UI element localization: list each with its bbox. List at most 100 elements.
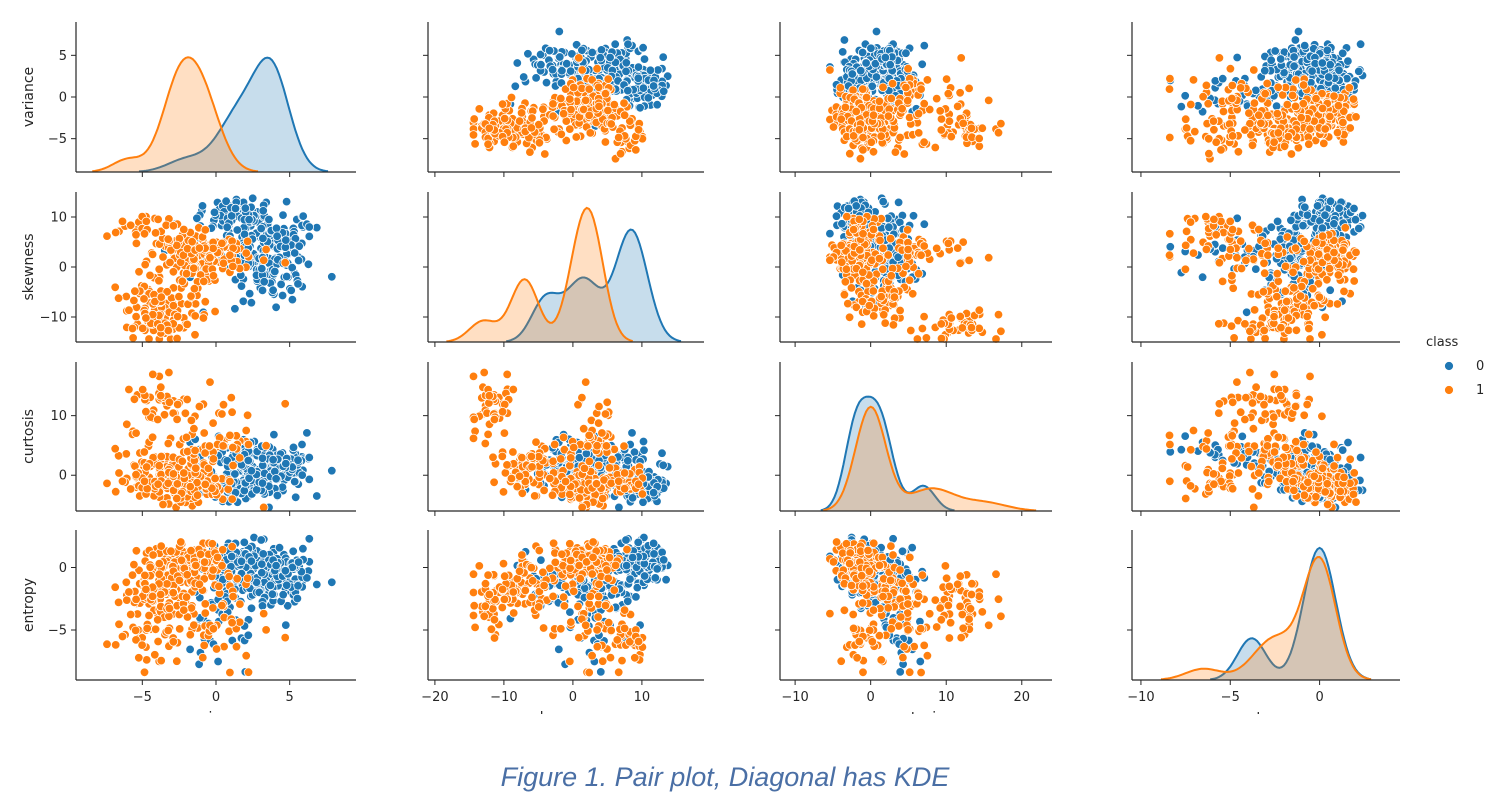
point-class-0 xyxy=(258,206,268,216)
point-class-0 xyxy=(304,452,315,463)
point-class-1 xyxy=(498,487,509,497)
point-class-1 xyxy=(1332,127,1343,138)
point-class-0 xyxy=(281,235,291,245)
point-class-1 xyxy=(191,463,201,474)
point-class-0 xyxy=(1330,83,1341,93)
point-class-0 xyxy=(192,213,202,224)
point-class-1 xyxy=(147,249,158,260)
point-class-0 xyxy=(884,222,894,232)
point-class-1 xyxy=(885,233,896,244)
point-class-1 xyxy=(261,244,271,255)
point-class-1 xyxy=(1249,98,1260,108)
point-class-1 xyxy=(932,243,942,254)
point-class-1 xyxy=(594,401,604,412)
point-class-1 xyxy=(168,221,179,231)
y-tick-label: 0 xyxy=(59,91,67,106)
point-class-1 xyxy=(1299,236,1309,247)
point-class-1 xyxy=(996,326,1006,337)
point-class-1 xyxy=(577,65,587,75)
point-class-0 xyxy=(623,85,633,96)
point-class-1 xyxy=(1203,134,1214,144)
point-class-1 xyxy=(152,414,163,425)
point-class-0 xyxy=(536,59,546,70)
point-class-0 xyxy=(519,72,529,82)
point-class-0 xyxy=(243,455,254,466)
point-class-0 xyxy=(221,196,231,206)
point-class-1 xyxy=(569,82,579,93)
point-class-0 xyxy=(638,497,648,507)
point-class-1 xyxy=(1263,110,1273,121)
point-class-1 xyxy=(1262,78,1272,89)
point-class-1 xyxy=(1201,80,1212,91)
point-class-1 xyxy=(913,269,924,279)
point-class-1 xyxy=(565,461,575,471)
point-class-1 xyxy=(600,409,611,419)
point-class-1 xyxy=(129,295,139,306)
point-class-0 xyxy=(239,485,250,496)
point-class-1 xyxy=(179,468,189,478)
point-class-1 xyxy=(561,135,572,146)
point-class-0 xyxy=(327,272,337,282)
point-class-1 xyxy=(1201,211,1211,222)
point-class-1 xyxy=(110,282,120,293)
point-class-0 xyxy=(288,442,299,453)
point-class-1 xyxy=(474,104,485,114)
point-class-1 xyxy=(936,125,947,135)
point-class-0 xyxy=(257,453,268,464)
point-class-0 xyxy=(268,285,278,295)
point-class-0 xyxy=(635,103,645,113)
point-class-1 xyxy=(866,137,877,147)
point-class-0 xyxy=(297,470,307,480)
point-class-1 xyxy=(836,114,846,124)
point-class-1 xyxy=(194,243,205,253)
point-class-1 xyxy=(956,53,966,63)
point-class-1 xyxy=(879,310,889,320)
point-class-1 xyxy=(878,82,888,93)
point-class-1 xyxy=(919,98,929,109)
point-class-1 xyxy=(508,447,518,457)
kde-line-class-0 xyxy=(138,56,329,173)
point-class-1 xyxy=(259,255,269,265)
point-class-1 xyxy=(154,264,164,275)
point-class-1 xyxy=(1351,112,1361,122)
point-class-0 xyxy=(627,428,637,438)
point-class-1 xyxy=(1229,333,1239,343)
point-class-1 xyxy=(208,454,219,464)
point-class-1 xyxy=(876,291,886,302)
point-class-1 xyxy=(993,127,1004,138)
point-class-1 xyxy=(1209,125,1219,135)
point-class-0 xyxy=(1290,35,1301,45)
point-class-0 xyxy=(246,466,257,476)
point-class-1 xyxy=(556,454,566,464)
point-class-1 xyxy=(835,83,846,93)
point-class-0 xyxy=(230,203,241,214)
point-class-1 xyxy=(1320,312,1330,323)
point-class-1 xyxy=(1214,53,1225,63)
point-class-0 xyxy=(648,81,659,91)
point-class-1 xyxy=(883,111,894,121)
point-class-0 xyxy=(596,45,607,55)
point-class-1 xyxy=(1245,326,1255,337)
point-class-1 xyxy=(548,111,558,121)
point-class-0 xyxy=(304,222,315,232)
point-class-1 xyxy=(127,323,138,334)
point-class-1 xyxy=(943,238,954,249)
point-class-1 xyxy=(889,292,900,302)
point-class-0 xyxy=(298,211,308,221)
point-class-0 xyxy=(1322,45,1333,56)
point-class-1 xyxy=(878,264,888,275)
point-class-1 xyxy=(163,438,174,449)
point-class-0 xyxy=(1232,52,1242,63)
point-class-1 xyxy=(1317,330,1327,340)
point-class-1 xyxy=(919,137,929,147)
point-class-1 xyxy=(845,148,855,159)
point-class-1 xyxy=(1298,80,1309,90)
point-class-1 xyxy=(619,110,630,120)
point-class-0 xyxy=(291,492,301,503)
point-class-1 xyxy=(1232,253,1242,263)
point-class-0 xyxy=(843,203,854,214)
point-class-1 xyxy=(500,113,510,124)
point-class-1 xyxy=(1208,116,1219,126)
